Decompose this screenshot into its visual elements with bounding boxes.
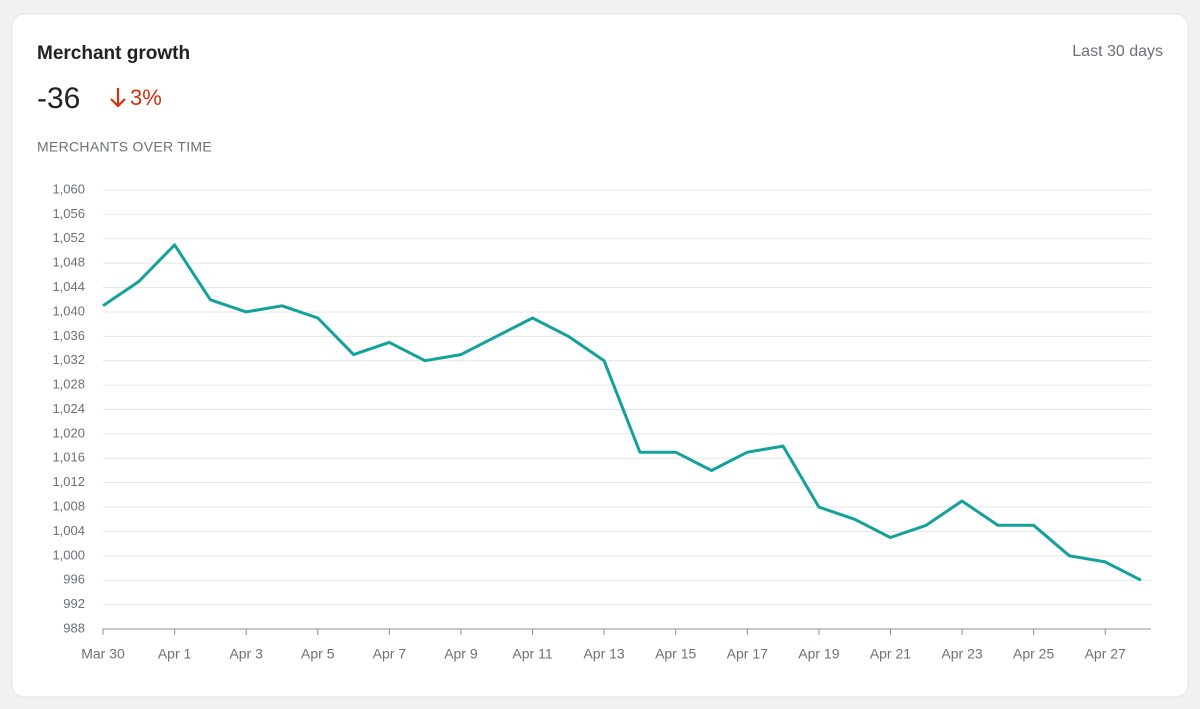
y-tick-label: 1,036 bbox=[52, 328, 85, 343]
down-arrow bbox=[110, 88, 126, 108]
x-tick-label: Apr 23 bbox=[941, 646, 982, 662]
x-tick-label: Apr 9 bbox=[444, 646, 478, 662]
x-tick-label: Mar 30 bbox=[81, 646, 125, 662]
y-tick-label: 996 bbox=[63, 572, 85, 587]
kpi-value: -36 bbox=[37, 82, 80, 115]
y-tick-label: 1,040 bbox=[52, 303, 85, 318]
y-tick-label: 1,028 bbox=[52, 377, 85, 392]
card bbox=[11, 13, 1189, 698]
y-tick-label: 1,012 bbox=[52, 474, 85, 489]
y-tick-label: 1,016 bbox=[52, 450, 85, 465]
y-tick-label: 988 bbox=[63, 620, 85, 635]
period: Last 30 days bbox=[1072, 43, 1163, 60]
x-tick-label: Apr 15 bbox=[655, 646, 696, 662]
y-tick-label: 1,044 bbox=[52, 279, 85, 294]
x-tick-label: Apr 17 bbox=[727, 646, 768, 662]
y-tick-label: 1,052 bbox=[52, 230, 85, 245]
y-tick-label: 1,060 bbox=[52, 181, 85, 196]
x-tick-label: Apr 1 bbox=[158, 646, 192, 662]
y-tick-label: 1,008 bbox=[52, 498, 85, 513]
y-tick-label: 1,020 bbox=[52, 425, 85, 440]
x-tick-label: Apr 21 bbox=[870, 646, 911, 662]
x-tick-label: Apr 5 bbox=[301, 646, 335, 662]
x-tick-label: Apr 19 bbox=[798, 646, 839, 662]
x-tick-label: Apr 3 bbox=[229, 646, 263, 662]
x-tick-label: Apr 11 bbox=[512, 646, 552, 662]
data-line bbox=[102, 243, 1142, 582]
x-tick-label: Apr 13 bbox=[583, 646, 624, 662]
y-tick-label: 1,004 bbox=[52, 523, 85, 538]
y-tick-label: 1,000 bbox=[52, 547, 85, 562]
y-tick-label: 1,048 bbox=[52, 255, 85, 270]
x-tick-label: Apr 25 bbox=[1013, 646, 1054, 662]
y-tick-label: 1,032 bbox=[52, 352, 85, 367]
x-tick-label: Apr 7 bbox=[373, 646, 407, 662]
chart-subtitle: MERCHANTS OVER TIME bbox=[37, 139, 212, 155]
y-tick-label: 1,056 bbox=[52, 206, 85, 221]
kpi-change: 3% bbox=[130, 85, 162, 110]
y-tick-label: 992 bbox=[63, 596, 85, 611]
y-tick-label: 1,024 bbox=[52, 401, 85, 416]
card-title: Merchant growth bbox=[37, 43, 190, 64]
x-tick-label: Apr 27 bbox=[1085, 646, 1126, 662]
